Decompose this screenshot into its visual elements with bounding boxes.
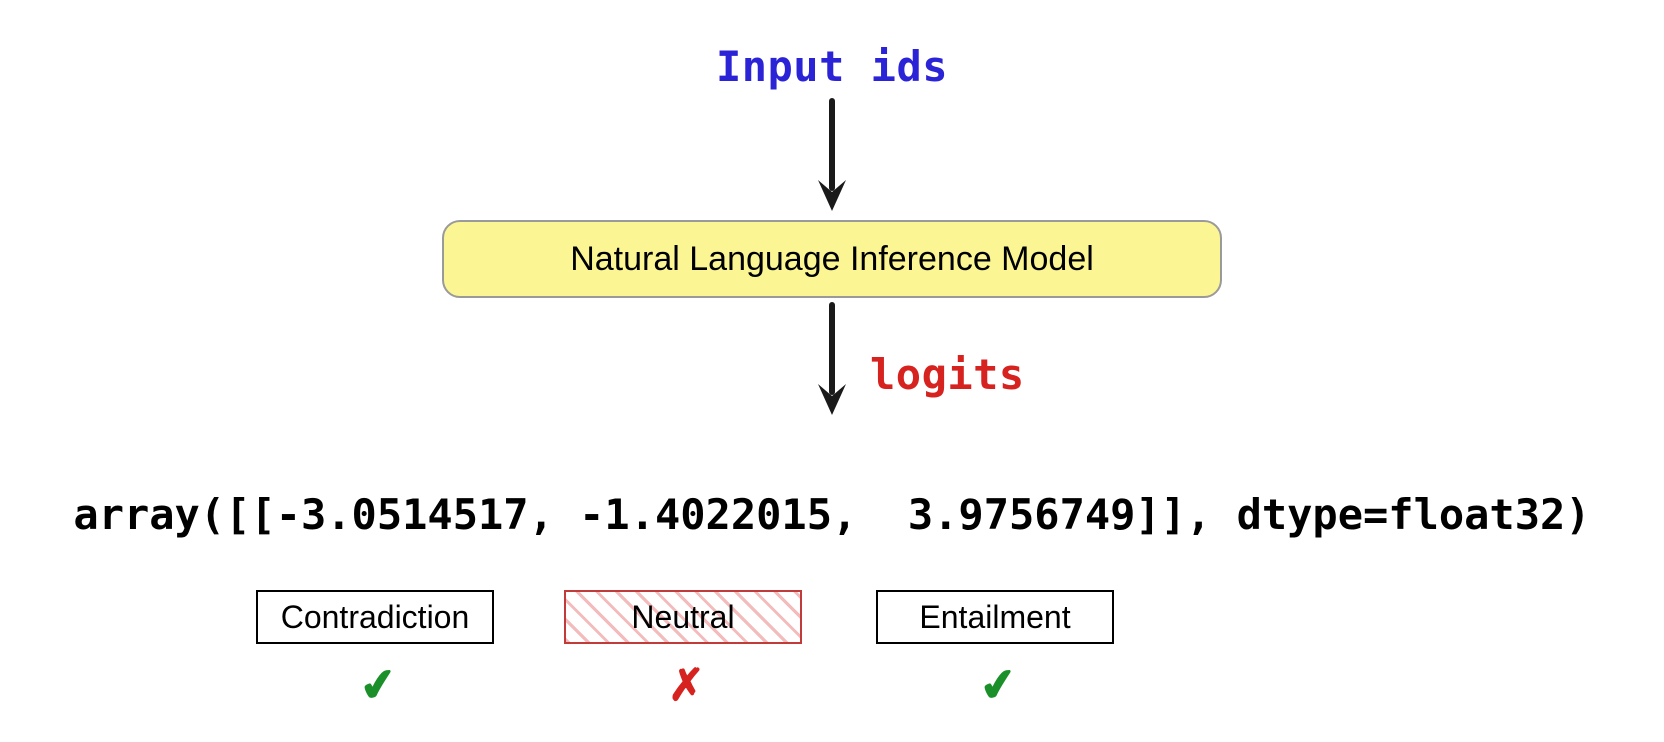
diagram-stage: Input ids Natural Language Inference Mod…: [0, 0, 1664, 742]
class-box-neutral: Neutral: [564, 590, 802, 644]
model-box: Natural Language Inference Model: [442, 220, 1222, 298]
arrow-model-to-logits: [812, 300, 852, 420]
array-output: array([[-3.0514517, -1.4022015, 3.975674…: [0, 490, 1664, 539]
class-box-contradiction: Contradiction: [256, 590, 494, 644]
input-ids-label: Input ids: [0, 42, 1664, 91]
class-label: Entailment: [919, 599, 1070, 636]
class-box-entailment: Entailment: [876, 590, 1114, 644]
check-icon: ✔: [357, 658, 401, 714]
class-label: Contradiction: [281, 599, 470, 636]
check-icon: ✔: [977, 658, 1021, 714]
arrow-input-to-model: [812, 96, 852, 216]
model-box-label: Natural Language Inference Model: [570, 240, 1094, 279]
cross-icon: ✗: [668, 660, 705, 711]
class-label: Neutral: [625, 599, 740, 636]
logits-label: logits: [870, 350, 1025, 399]
